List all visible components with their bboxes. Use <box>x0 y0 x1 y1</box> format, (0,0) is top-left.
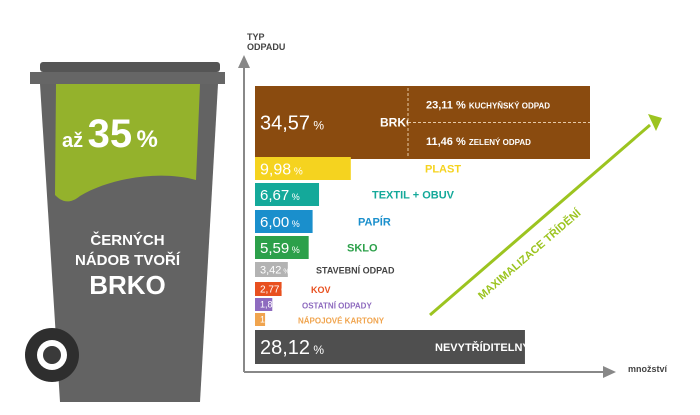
bar-value-unit-7: % <box>278 304 286 310</box>
bar-value-7: 1,80 % <box>260 300 285 310</box>
bin-headline-value: 35 <box>87 112 133 156</box>
bin-headline-unit: % <box>136 126 158 153</box>
brko-sub-value-0: 23,11 % <box>426 99 469 111</box>
bar-value-unit-0: % <box>310 119 324 133</box>
x-axis-label: množství <box>628 364 668 374</box>
bar-9 <box>255 330 525 364</box>
bin-label-banner <box>55 84 200 202</box>
brko-sub-name-0: KUCHYŇSKÝ ODPAD <box>469 101 550 110</box>
bin-caption-line2: NÁDOB TVOŘÍ <box>75 252 180 269</box>
bar-value-3: 6,00 % <box>260 214 300 231</box>
bar-value-0: 34,57 % <box>260 113 324 135</box>
bar-value-unit-8: % <box>278 319 286 325</box>
bin-caption-line1: ČERNÝCH <box>90 232 165 249</box>
bar-2 <box>255 183 320 206</box>
maximize-sorting-arrowhead <box>648 114 662 131</box>
bar-value-8: 1,05 % <box>260 315 285 325</box>
x-axis-arrowhead <box>603 366 616 378</box>
bin-lid <box>30 72 225 84</box>
bar-category-1: PLAST <box>425 164 461 176</box>
bar-category-4: SKLO <box>347 243 378 255</box>
bar-value-unit-9: % <box>310 343 324 357</box>
bin-wheel-center <box>43 346 61 364</box>
bar-1 <box>255 157 351 180</box>
y-axis-label-line2: ODPADU <box>247 42 286 52</box>
bar-5 <box>255 262 288 277</box>
bar-category-7: OSTATNÍ ODPADY <box>302 302 372 311</box>
brko-sub-bar-1 <box>408 122 590 159</box>
trash-bin-illustration <box>25 62 225 402</box>
bin-caption-line3: BRKO <box>89 270 166 300</box>
bar-value-2: 6,67 % <box>260 187 300 204</box>
bar-8 <box>255 313 266 326</box>
bar-value-unit-4: % <box>289 245 300 255</box>
bars-group: 34,57 % BRKO 23,11 % KUCHYŇSKÝ ODPAD 11,46 … <box>255 86 590 364</box>
bar-value-9: 28,12 % <box>260 337 324 359</box>
brko-sub-label-1: 11,46 % ZELENÝ ODPAD <box>426 136 531 148</box>
bar-category-6: KOV <box>311 285 331 295</box>
bar-value-6: 2,77 % <box>260 285 287 296</box>
bar-value-unit-5: % <box>281 268 289 275</box>
bin-headline-prefix: až <box>62 130 84 152</box>
bar-6 <box>255 282 282 296</box>
bin-headline: až 35 % <box>62 112 202 157</box>
bar-value-unit-1: % <box>291 166 303 177</box>
bar-category-0: BRKO <box>380 116 415 130</box>
brko-sub-name-1: ZELENÝ ODPAD <box>469 138 531 147</box>
maximize-sorting-arrow-line <box>429 123 651 317</box>
bar-7 <box>255 298 273 311</box>
bin-lid-handle <box>40 62 220 72</box>
bar-category-8: NÁPOJOVÉ KARTONY <box>298 317 385 326</box>
brko-sub-bar-0 <box>408 86 590 123</box>
brko-sub-label-0: 23,11 % KUCHYŇSKÝ ODPAD <box>426 99 550 111</box>
bar-value-unit-2: % <box>289 192 300 202</box>
y-axis-label-line1: TYP <box>247 32 265 42</box>
y-axis-arrowhead <box>238 55 250 68</box>
maximize-sorting-label: MAXIMALIZACE TŘÍDĚNÍ <box>475 206 584 302</box>
bar-3 <box>255 210 313 233</box>
brko-sub-value-1: 11,46 % <box>426 136 469 148</box>
bar-value-1: 9,98 % <box>260 161 303 178</box>
bar-value-unit-6: % <box>279 289 287 295</box>
bar-category-5: STAVEBNÍ ODPAD <box>316 266 395 276</box>
bar-value-unit-3: % <box>289 219 300 229</box>
bar-category-3: PAPÍR <box>358 216 391 229</box>
bar-category-9: NEVYTŘÍDITELNÝ SKO <box>435 341 557 354</box>
bar-4 <box>255 236 309 259</box>
bar-value-4: 5,59 % <box>260 240 300 257</box>
bar-category-2: TEXTIL + OBUV <box>372 190 455 202</box>
